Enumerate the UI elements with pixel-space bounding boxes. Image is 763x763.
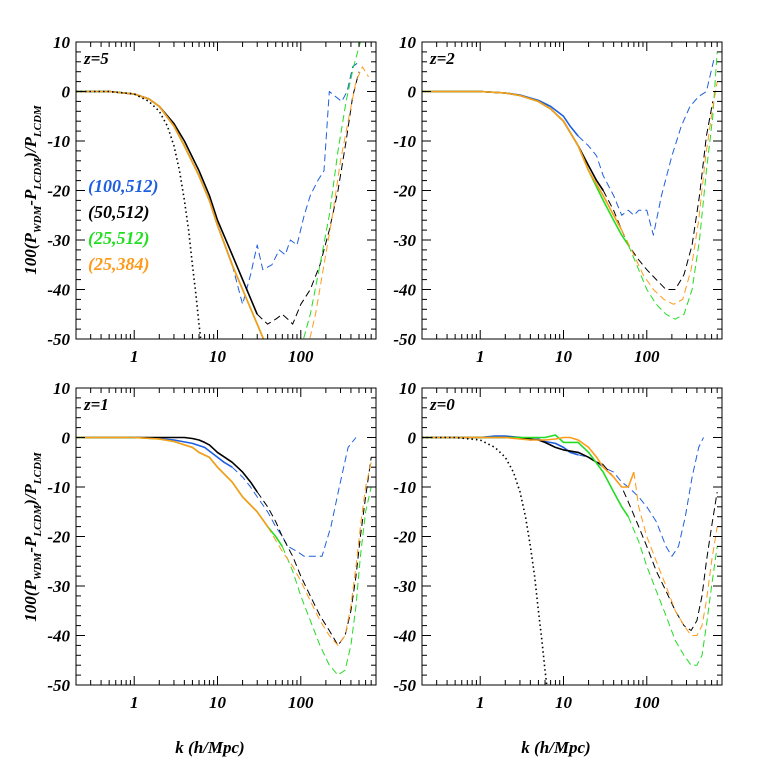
- series-group: [422, 434, 718, 685]
- x-tick-label: 1: [130, 347, 139, 366]
- x-tick-label: 10: [555, 693, 573, 712]
- y-tick-label: -40: [47, 281, 70, 300]
- y-tick-label: -20: [47, 528, 70, 547]
- ylabel-top-text: 100(PWDM-PLCDM)/PLCDM: [21, 104, 44, 275]
- series-line-25512-dashed: [627, 51, 718, 320]
- series-line-25512-dashed: [281, 486, 372, 676]
- series-line-25384-solid: [422, 90, 623, 231]
- series-line-25384-dashed: [309, 66, 369, 339]
- legend: (100,512) (50,512) (25,512) (25,384): [88, 176, 159, 275]
- ylabel-top: 100(PWDM-PLCDM)/PLCDM: [21, 104, 44, 275]
- y-tick-label: -20: [393, 528, 416, 547]
- series-group: [422, 51, 718, 320]
- x-tick-label: 1: [130, 693, 139, 712]
- series-line-100512-dashed: [231, 61, 360, 305]
- series-line-25384-solid: [422, 436, 635, 488]
- y-tick-label: -50: [47, 676, 70, 695]
- series-line-100512-dashed: [231, 437, 357, 557]
- y-tick-label: -40: [393, 627, 416, 646]
- series-line-linear-theory-dotted: [76, 90, 202, 339]
- y-tick-label: 10: [399, 33, 417, 52]
- series-line-25512-solid: [422, 90, 629, 246]
- y-tick-label: -30: [393, 577, 416, 596]
- series-line-25384-dashed: [621, 81, 718, 305]
- series-line-25512-solid: [76, 436, 283, 547]
- x-tick-label: 100: [634, 693, 660, 712]
- xlabel-left: k (h/Mpc): [175, 738, 244, 757]
- x-tick-label: 100: [288, 693, 314, 712]
- ylabel-bottom: 100(PWDM-PLCDM)/PLCDM: [21, 451, 44, 622]
- series-line-50512-solid: [76, 436, 258, 493]
- series-line-25384-dashed: [633, 472, 718, 636]
- y-tick-label: -10: [393, 132, 416, 151]
- y-tick-label: -40: [47, 627, 70, 646]
- plot-frame: [421, 387, 723, 686]
- panel-label: z=2: [429, 49, 455, 68]
- legend-entry-100-512: (100,512): [88, 176, 159, 197]
- legend-entry-50-512: (50,512): [88, 202, 150, 223]
- y-tick-label: -30: [47, 577, 70, 596]
- xlabel-right: k (h/Mpc): [521, 738, 590, 757]
- series-line-100512-dashed: [578, 437, 704, 557]
- legend-entry-25-384: (25,384): [88, 254, 150, 275]
- plot-frame: [75, 387, 377, 686]
- series-line-25384-dashed: [267, 462, 372, 646]
- series-line-100512-dashed: [577, 56, 715, 236]
- y-tick-label: -30: [47, 231, 70, 250]
- series-line-50512-dashed: [602, 464, 718, 631]
- y-tick-label: 10: [53, 379, 71, 398]
- y-tick-label: -50: [393, 676, 416, 695]
- panel-label: z=0: [429, 395, 455, 414]
- ylabel-bottom-text: 100(PWDM-PLCDM)/PLCDM: [21, 451, 44, 622]
- x-tick-label: 1: [476, 693, 485, 712]
- y-tick-label: -50: [393, 330, 416, 349]
- series-line-25384-solid: [76, 436, 269, 528]
- series-line-25512-solid: [422, 434, 629, 518]
- legend-entry-25-512: (25,512): [88, 228, 150, 249]
- y-tick-label: -20: [47, 182, 70, 201]
- series-line-100512-solid: [76, 436, 233, 468]
- series-group: [76, 436, 372, 676]
- series-line-50512-solid: [422, 436, 604, 466]
- y-tick-label: -10: [47, 478, 70, 497]
- x-tick-label: 100: [288, 347, 314, 366]
- x-tick-label: 1: [476, 347, 485, 366]
- x-tick-label: 100: [634, 347, 660, 366]
- y-tick-label: -10: [47, 132, 70, 151]
- plot-frame: [421, 41, 723, 340]
- y-tick-label: 10: [53, 33, 71, 52]
- y-tick-label: -40: [393, 281, 416, 300]
- series-line-25512-dashed: [627, 516, 718, 666]
- y-tick-label: -50: [47, 330, 70, 349]
- y-tick-label: -10: [393, 478, 416, 497]
- series-line-25384-solid: [76, 90, 265, 339]
- y-tick-label: 0: [62, 83, 71, 102]
- y-tick-label: 10: [399, 379, 417, 398]
- y-tick-label: -30: [393, 231, 416, 250]
- series-line-50512-dashed: [256, 457, 372, 646]
- panel-label: z=5: [83, 49, 109, 68]
- y-tick-label: 0: [62, 429, 71, 448]
- y-tick-label: 0: [408, 429, 417, 448]
- series-line-25512-dashed: [302, 42, 361, 339]
- x-tick-label: 10: [209, 347, 227, 366]
- series-line-50512-dashed: [256, 71, 360, 325]
- x-tick-label: 10: [555, 347, 573, 366]
- series-group: [76, 42, 369, 339]
- x-tick-label: 10: [209, 693, 227, 712]
- y-tick-label: 0: [408, 83, 417, 102]
- y-tick-label: -20: [393, 182, 416, 201]
- series-line-linear-theory-dotted: [422, 436, 548, 685]
- panel-label: z=1: [83, 395, 109, 414]
